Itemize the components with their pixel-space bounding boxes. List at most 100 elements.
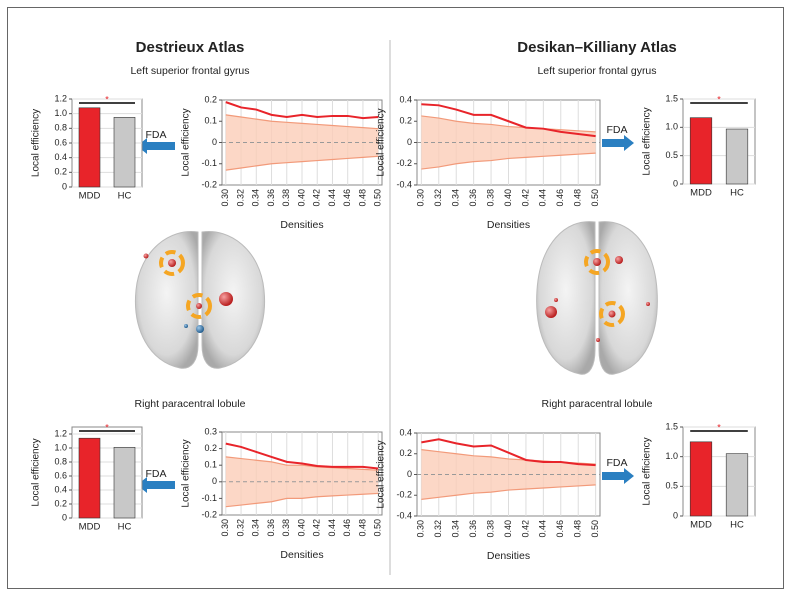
y-axis-label: Local efficiency	[642, 107, 653, 175]
bar	[725, 128, 749, 185]
observed-line	[225, 442, 379, 470]
panel-title: Destrieux Atlas	[136, 39, 245, 56]
panel-title: Desikan–Killiany Atlas	[517, 39, 677, 56]
y-tick-label: -0.2	[396, 158, 412, 168]
frame	[7, 7, 784, 589]
x-tick-label: 0.40	[296, 189, 306, 207]
y-tick-label: 0.4	[399, 427, 412, 437]
y-tick-label: 0	[673, 178, 678, 188]
x-tick-label: 0.44	[327, 519, 337, 537]
x-tick-label: 0.42	[520, 520, 530, 538]
x-tick-label: 0.30	[416, 520, 426, 538]
band-edge	[421, 484, 596, 500]
y-tick-label: 0	[212, 137, 217, 147]
region-label: Left superior frontal gyrus	[537, 65, 656, 77]
brain	[134, 231, 266, 369]
x-tick-label: 0.50	[373, 189, 383, 207]
x-tick-label: 0.36	[266, 519, 276, 537]
y-tick-label: -0.4	[396, 510, 412, 520]
y-tick-label: 1.0	[54, 108, 67, 118]
x-tick-label: MDD	[690, 188, 712, 199]
x-tick-label: 0.42	[312, 189, 322, 207]
y-tick-label: 0.1	[204, 116, 217, 126]
y-axis-label: Local efficiency	[181, 439, 192, 507]
y-tick-label: -0.2	[201, 179, 217, 189]
x-tick-label: 0.46	[555, 189, 565, 207]
x-tick-label: 0.44	[538, 520, 548, 538]
band-edge	[225, 155, 379, 171]
x-tick-label: HC	[730, 188, 744, 199]
x-tick-label: 0.50	[590, 520, 600, 538]
y-tick-label: 0.2	[399, 116, 412, 126]
x-tick-label: 0.32	[235, 519, 245, 537]
y-tick-label: 0	[62, 512, 67, 522]
y-tick-label: 1.5	[665, 93, 678, 103]
x-tick-label: 0.38	[485, 189, 495, 207]
x-tick-label: 0.34	[251, 519, 261, 537]
x-axis-label: Densities	[487, 550, 530, 562]
arrow-label: FDA	[146, 129, 167, 141]
band-edge	[225, 114, 379, 130]
y-tick-label: 0	[673, 510, 678, 520]
y-tick-label: 0.8	[54, 123, 67, 133]
region-label: Left superior frontal gyrus	[130, 65, 249, 77]
x-tick-label: 0.50	[590, 189, 600, 207]
x-tick-label: 0.40	[503, 520, 513, 538]
x-tick-label: 0.30	[220, 189, 230, 207]
region-label: Right paracentral lobule	[135, 398, 246, 410]
y-tick-label: -0.1	[201, 158, 217, 168]
x-tick-label: 0.48	[357, 519, 367, 537]
y-tick-label: 0.2	[399, 448, 412, 458]
y-axis-label: Local efficiency	[376, 440, 387, 508]
y-tick-label: 0.2	[54, 167, 67, 177]
x-tick-label: 0.44	[327, 189, 337, 207]
y-tick-label: 0	[407, 469, 412, 479]
y-tick-label: 0.2	[204, 94, 217, 104]
brain	[536, 221, 658, 375]
y-tick-label: 1.2	[54, 93, 67, 103]
x-tick-label: 0.30	[220, 519, 230, 537]
observed-line	[225, 101, 379, 120]
x-tick-label: HC	[118, 522, 132, 533]
y-axis-label: Local efficiency	[181, 108, 192, 176]
bar	[725, 453, 749, 517]
y-tick-label: 0	[212, 476, 217, 486]
x-tick-label: HC	[730, 520, 744, 531]
x-tick-label: 0.48	[573, 520, 583, 538]
x-tick-label: 0.48	[573, 189, 583, 207]
x-tick-label: 0.34	[251, 189, 261, 207]
y-tick-label: 0.4	[399, 94, 412, 104]
observed-line	[421, 438, 596, 467]
y-tick-label: 1.5	[665, 421, 678, 431]
observed-line	[421, 103, 596, 138]
y-tick-label: 0.6	[54, 470, 67, 480]
y-tick-label: 0	[62, 181, 67, 191]
bar	[689, 441, 713, 517]
y-tick-label: 0.6	[54, 137, 67, 147]
x-tick-label: 0.30	[416, 189, 426, 207]
y-tick-label: 1.0	[54, 442, 67, 452]
x-tick-label: MDD	[79, 191, 101, 202]
x-tick-label: MDD	[79, 522, 101, 533]
x-tick-label: 0.48	[357, 189, 367, 207]
bar	[113, 446, 136, 519]
band-edge	[225, 456, 379, 471]
bar	[78, 107, 101, 188]
arrow-label: FDA	[146, 468, 167, 480]
x-axis-label: Densities	[280, 549, 323, 561]
x-tick-label: 0.36	[468, 189, 478, 207]
y-tick-label: 0.4	[54, 484, 67, 494]
x-tick-label: HC	[118, 191, 132, 202]
x-tick-label: 0.34	[451, 189, 461, 207]
y-tick-label: 1.0	[665, 451, 678, 461]
y-tick-label: 0.5	[665, 150, 678, 160]
x-tick-label: 0.34	[451, 520, 461, 538]
y-tick-label: 0.3	[204, 426, 217, 436]
y-tick-label: 1.0	[665, 122, 678, 132]
x-tick-label: 0.38	[485, 520, 495, 538]
x-tick-label: 0.36	[266, 189, 276, 207]
x-tick-label: 0.46	[555, 520, 565, 538]
bar	[113, 117, 136, 188]
x-tick-label: 0.44	[538, 189, 548, 207]
